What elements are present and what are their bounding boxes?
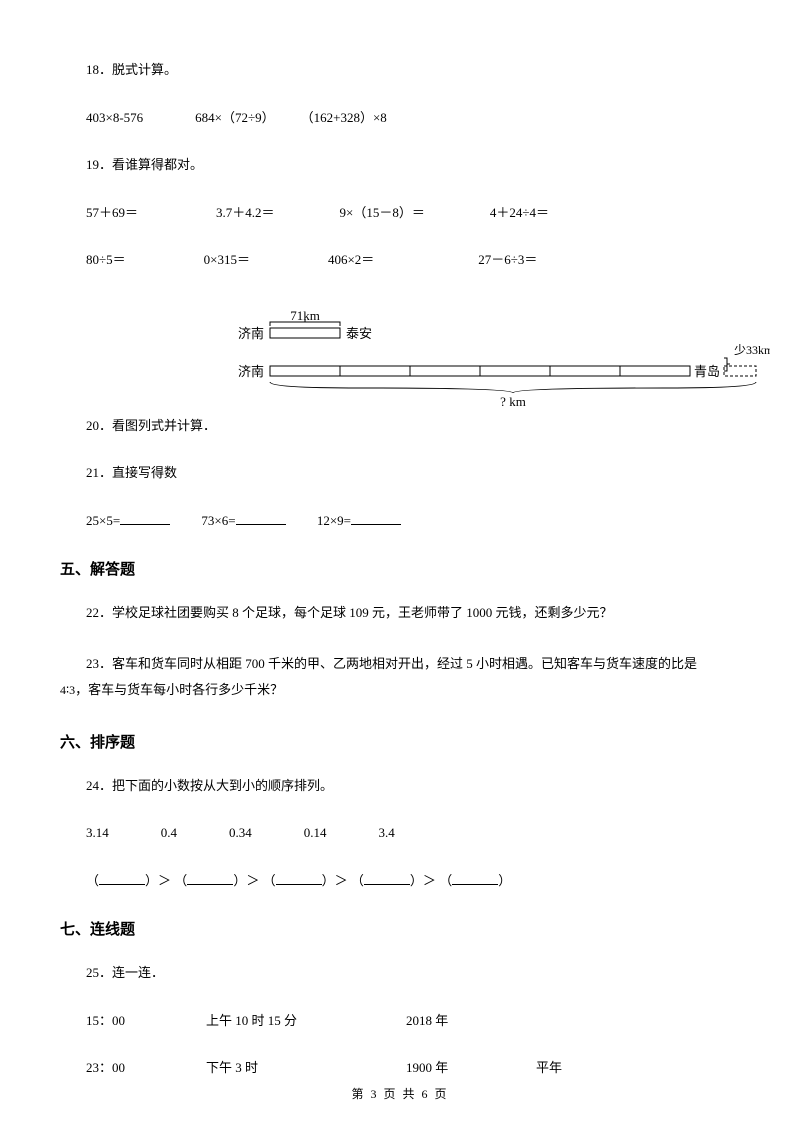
q20-text: 看图列式并计算． bbox=[112, 418, 216, 433]
q22: 22．学校足球社团要购买 8 个足球，每个足球 109 元，王老师带了 1000… bbox=[60, 603, 740, 623]
blank bbox=[187, 872, 233, 885]
label-shao33: 少33km bbox=[734, 343, 770, 357]
blank bbox=[351, 512, 401, 525]
q25-row2: 23：00下午 3 时1900 年平年 bbox=[60, 1058, 740, 1078]
label-jinan-2: 济南 bbox=[238, 364, 264, 379]
q20-num: 20． bbox=[86, 418, 112, 433]
q25-r1c1: 15：00 bbox=[86, 1011, 206, 1031]
brace-bottom bbox=[270, 382, 756, 393]
q25-r2c1: 23：00 bbox=[86, 1058, 206, 1078]
q23-ratio: 4∶3 bbox=[60, 683, 75, 697]
q18-expr: 403×8-576 684×（72÷9） （162+328）×8 bbox=[60, 108, 740, 128]
q21-exprs: 25×5= 73×6= 12×9= bbox=[60, 511, 740, 531]
q19-row1: 57＋69＝ 3.7＋4.2＝ 9×（15－8）＝ 4＋24÷4＝ bbox=[60, 203, 740, 223]
label-taian: 泰安 bbox=[346, 326, 372, 341]
distance-diagram: 71km 济南 泰安 济南 青岛 少33km ? km bbox=[210, 298, 770, 408]
q24-blanks: （）＞ （）＞ （）＞ （）＞ （） bbox=[60, 871, 740, 891]
q18-title: 18．脱式计算。 bbox=[60, 60, 740, 80]
q19-num: 19． bbox=[86, 157, 112, 172]
q21-e2: 73×6= bbox=[201, 513, 235, 528]
q23-num: 23． bbox=[86, 656, 112, 671]
q19-text: 看谁算得都对。 bbox=[112, 157, 203, 172]
blank bbox=[276, 872, 322, 885]
section-6: 六、排序题 bbox=[60, 731, 740, 752]
page-footer: 第 3 页 共 6 页 bbox=[60, 1085, 740, 1102]
q24-nums: 3.14 0.4 0.34 0.14 3.4 bbox=[60, 823, 740, 843]
label-qingdao: 青岛 bbox=[694, 364, 720, 379]
q24-num: 24． bbox=[86, 778, 112, 793]
q25-r2c3: 1900 年 bbox=[406, 1058, 536, 1078]
bar-top bbox=[270, 328, 340, 338]
q25-title: 25．连一连． bbox=[60, 963, 740, 983]
q23-text1: 客车和货车同时从相距 700 千米的甲、乙两地相对开出，经过 5 小时相遇。已知… bbox=[112, 656, 697, 671]
q19-title: 19．看谁算得都对。 bbox=[60, 155, 740, 175]
blank bbox=[236, 512, 286, 525]
q24-text: 把下面的小数按从大到小的顺序排列。 bbox=[112, 778, 333, 793]
q21-text: 直接写得数 bbox=[112, 465, 177, 480]
q24-title: 24．把下面的小数按从大到小的顺序排列。 bbox=[60, 776, 740, 796]
section-7: 七、连线题 bbox=[60, 918, 740, 939]
q20: 20．看图列式并计算． bbox=[60, 416, 740, 436]
q22-num: 22． bbox=[86, 605, 112, 620]
bar-dashed bbox=[724, 366, 756, 376]
q25-r1c3: 2018 年 bbox=[406, 1011, 536, 1031]
q21-e1: 25×5= bbox=[86, 513, 120, 528]
q25-r2c4: 平年 bbox=[536, 1060, 562, 1075]
blank bbox=[452, 872, 498, 885]
blank bbox=[364, 872, 410, 885]
q25-num: 25． bbox=[86, 965, 112, 980]
label-jinan-1: 济南 bbox=[238, 326, 264, 341]
q21-e3: 12×9= bbox=[317, 513, 351, 528]
blank bbox=[99, 872, 145, 885]
q23-text2: ，客车与货车每小时各行多少千米？ bbox=[75, 682, 283, 697]
label-question-km: ? km bbox=[500, 394, 526, 408]
q19-row2: 80÷5＝ 0×315＝ 406×2＝ 27－6÷3＝ bbox=[60, 250, 740, 270]
q18-text: 脱式计算。 bbox=[112, 62, 177, 77]
q21-title: 21．直接写得数 bbox=[60, 463, 740, 483]
q18-num: 18． bbox=[86, 62, 112, 77]
q25-text: 连一连． bbox=[112, 965, 164, 980]
blank bbox=[120, 512, 170, 525]
q21-num: 21． bbox=[86, 465, 112, 480]
page: 18．脱式计算。 403×8-576 684×（72÷9） （162+328）×… bbox=[0, 0, 800, 1132]
section-5: 五、解答题 bbox=[60, 558, 740, 579]
q25-r2c2: 下午 3 时 bbox=[206, 1058, 406, 1078]
q23: 23．客车和货车同时从相距 700 千米的甲、乙两地相对开出，经过 5 小时相遇… bbox=[60, 651, 740, 703]
q25-row1: 15：00上午 10 时 15 分2018 年 bbox=[60, 1011, 740, 1031]
q25-r1c2: 上午 10 时 15 分 bbox=[206, 1011, 406, 1031]
q22-text: 学校足球社团要购买 8 个足球，每个足球 109 元，王老师带了 1000 元钱… bbox=[112, 605, 613, 620]
